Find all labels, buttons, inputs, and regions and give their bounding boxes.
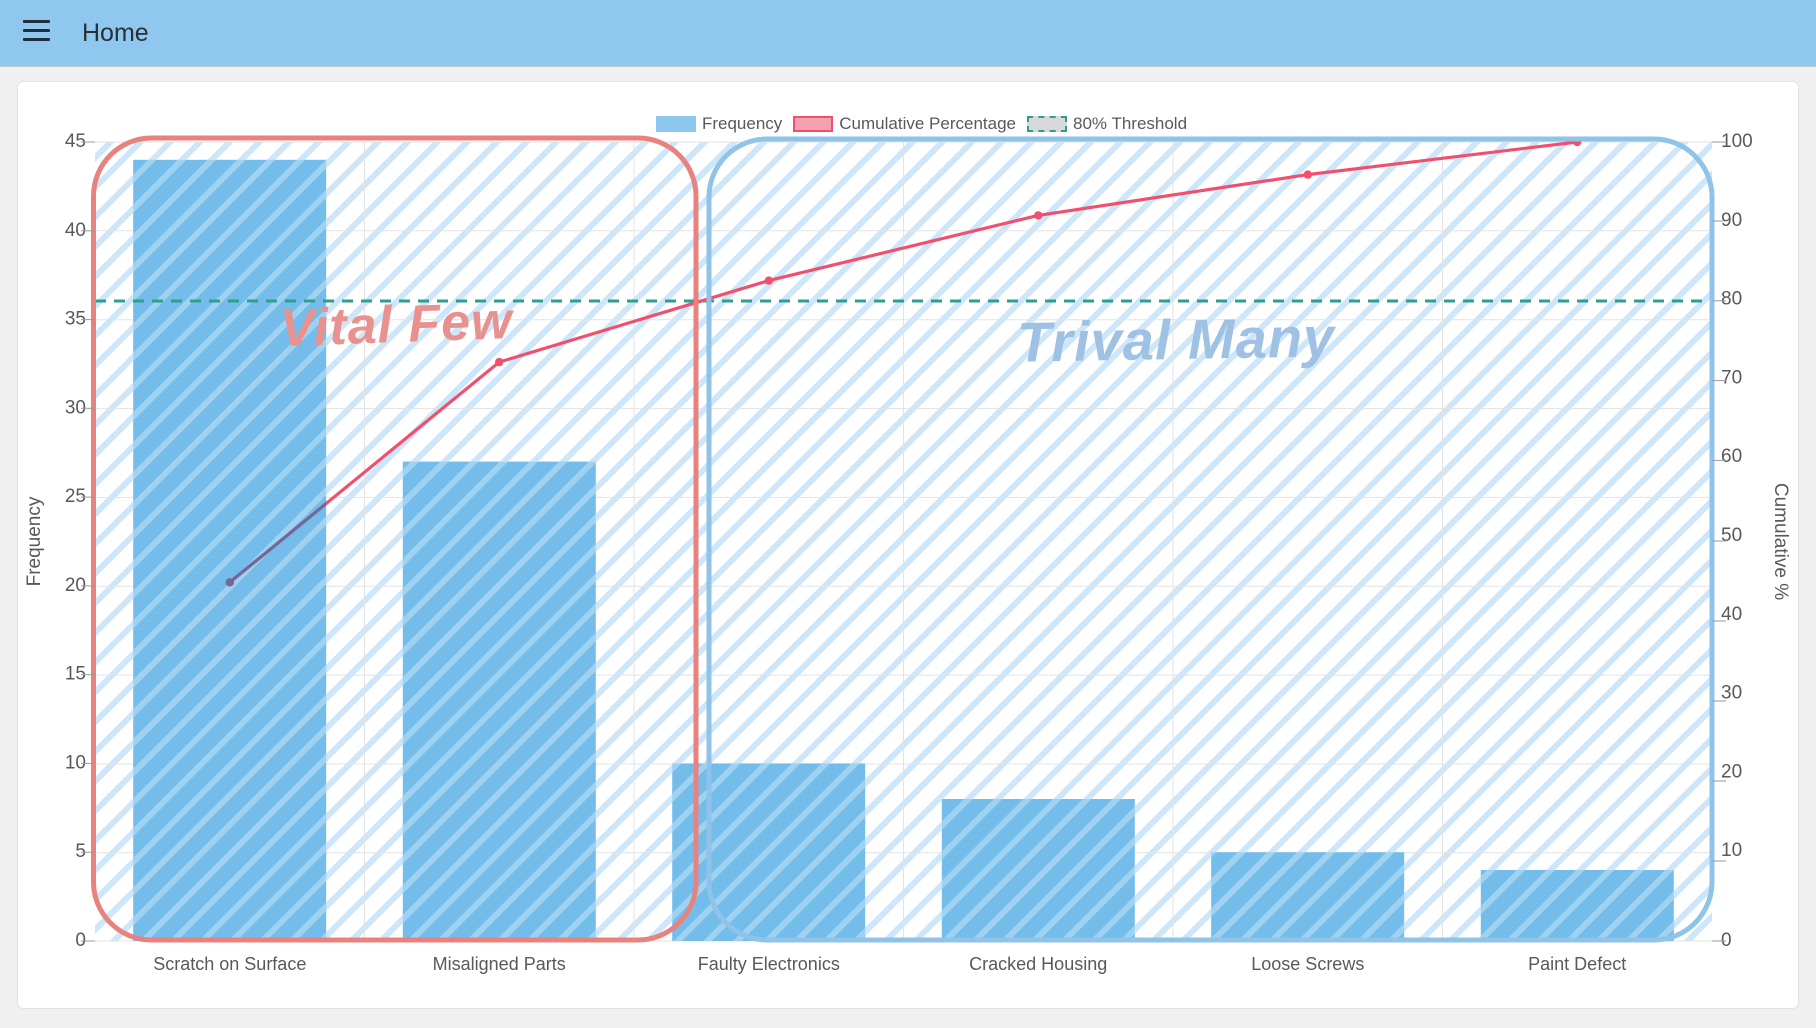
svg-text:Cracked Housing: Cracked Housing xyxy=(969,954,1107,974)
svg-text:10: 10 xyxy=(1721,840,1742,861)
svg-text:Loose Screws: Loose Screws xyxy=(1251,954,1364,974)
svg-text:Faulty Electronics: Faulty Electronics xyxy=(698,954,840,974)
svg-text:60: 60 xyxy=(1721,446,1742,467)
svg-text:Paint Defect: Paint Defect xyxy=(1528,954,1626,974)
svg-text:Misaligned Parts: Misaligned Parts xyxy=(433,954,566,974)
svg-text:40: 40 xyxy=(1721,604,1742,625)
svg-text:90: 90 xyxy=(1721,210,1742,231)
svg-text:80: 80 xyxy=(1721,289,1742,310)
svg-text:70: 70 xyxy=(1721,367,1742,388)
svg-text:Scratch on Surface: Scratch on Surface xyxy=(153,954,306,974)
svg-text:30: 30 xyxy=(1721,683,1742,704)
svg-text:Cumulative %: Cumulative % xyxy=(1770,483,1791,600)
svg-text:20: 20 xyxy=(1721,761,1742,782)
svg-text:50: 50 xyxy=(1721,525,1742,546)
svg-text:Frequency: Frequency xyxy=(24,496,45,586)
